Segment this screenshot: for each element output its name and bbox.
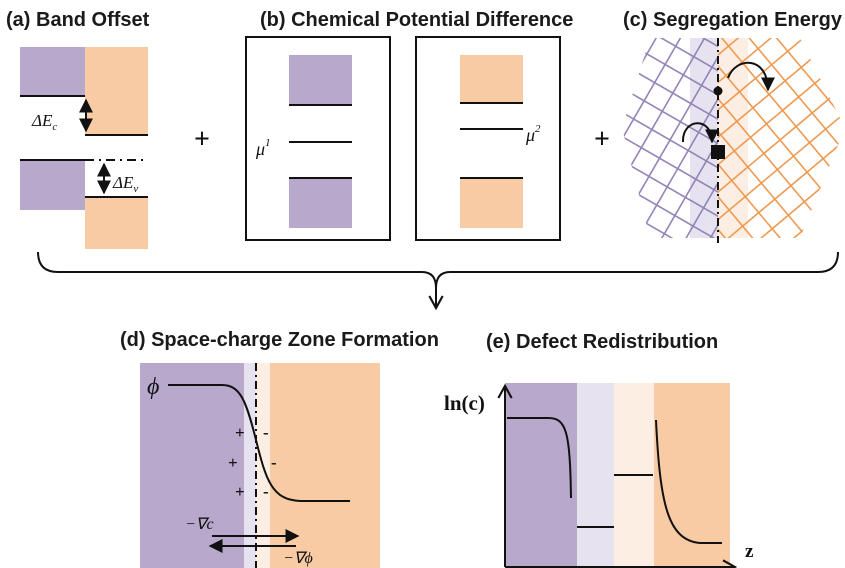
lattice-line	[622, 38, 718, 182]
plus-operator-2: +	[594, 124, 610, 155]
negative-charge-1: -	[263, 423, 269, 442]
lattice-line	[622, 38, 718, 238]
lattice-line	[622, 38, 676, 238]
lattice-line	[622, 62, 718, 238]
lattice-line	[718, 38, 845, 238]
lattice-line	[718, 38, 845, 238]
conduction-band-right	[85, 47, 148, 135]
lattice-line	[557, 0, 845, 35]
phase1-region-e	[505, 383, 577, 568]
lattice-line	[622, 38, 718, 238]
lattice-line	[718, 38, 845, 238]
lattice-line	[622, 38, 718, 238]
phase2-upper-band	[460, 55, 523, 103]
segregation-arrow-right	[727, 61, 775, 92]
lattice-line	[775, 27, 845, 547]
lattice-line	[622, 38, 718, 238]
concentration-phase2	[655, 419, 722, 544]
lattice-line	[622, 38, 718, 164]
lattice-line	[718, 38, 845, 238]
grad-phi-label: −∇ϕ	[283, 550, 313, 567]
lattice-line	[320, 0, 620, 284]
delta-ev-label: ΔEv	[112, 173, 138, 195]
phase1-region	[140, 363, 244, 568]
panel-b-title: (b) Chemical Potential Difference	[260, 9, 574, 31]
defect-dot	[713, 86, 723, 96]
valence-band-left	[20, 160, 85, 210]
lattice-line	[718, 38, 845, 238]
combining-brace	[37, 251, 839, 289]
panel-a: ΔEc ΔEv	[20, 47, 148, 249]
delta-ec-label: ΔEc	[31, 111, 57, 133]
negative-charge-2: -	[271, 453, 277, 472]
lattice-line	[302, 0, 602, 274]
space-charge-left	[244, 363, 256, 568]
phase1-lower-band	[289, 178, 352, 228]
lattice-line	[622, 116, 718, 238]
panel-e-title: (e) Defect Redistribution	[486, 331, 719, 353]
phase1-upper-band	[289, 55, 352, 105]
defect-square	[711, 145, 725, 159]
negative-charge-3: -	[263, 482, 269, 501]
y-axis-label: ln(c)	[444, 391, 485, 415]
conduction-band-left	[20, 47, 85, 96]
lattice-line	[738, 6, 845, 526]
x-axis-label: z	[745, 541, 754, 562]
panel-d: ϕ + + + - - - −∇c −∇ϕ	[140, 363, 380, 568]
lattice-line	[622, 38, 718, 238]
gb-zone-left-e	[577, 383, 614, 568]
panel-a-title: (a) Band Offset	[6, 9, 150, 31]
lattice-line	[747, 38, 845, 236]
lattice-line	[763, 38, 845, 222]
lattice-line	[718, 38, 845, 238]
lattice-line	[622, 38, 718, 238]
lattice-line	[718, 38, 845, 238]
mu1-label: μ1	[255, 137, 271, 159]
positive-charge-2: +	[228, 453, 238, 472]
lattice-line	[738, 171, 845, 238]
lattice-line	[718, 38, 845, 238]
lattice-line	[718, 38, 845, 238]
lattice-line	[718, 38, 845, 238]
phase2-region	[270, 363, 380, 568]
lattice-line	[795, 38, 845, 195]
lattice-line	[622, 38, 718, 238]
phase2-region-e	[654, 383, 730, 568]
lattice-line	[718, 38, 845, 238]
lattice-line	[731, 38, 845, 238]
positive-charge-3: +	[235, 482, 245, 501]
phase1-box	[245, 36, 391, 241]
panel-b: μ1 μ2	[245, 36, 561, 241]
lattice-line	[622, 38, 718, 238]
phi-label: ϕ	[147, 374, 159, 400]
phase2-lower-band	[460, 178, 523, 228]
grad-c-label: −∇c	[185, 516, 214, 533]
positive-charge-1: +	[235, 423, 245, 442]
lattice-phase1	[302, 0, 845, 547]
concentration-phase1	[507, 417, 572, 499]
panel-e: ln(c) z	[444, 383, 754, 568]
lattice-line	[718, 38, 845, 238]
lattice-line	[622, 38, 718, 238]
plus-operator-1: +	[194, 124, 210, 155]
lattice-line	[622, 38, 718, 128]
panel-d-title: (d) Space-charge Zone Formation	[120, 329, 439, 351]
mu2-label: μ2	[525, 123, 541, 145]
lattice-line	[622, 38, 718, 109]
phase2-box	[415, 36, 561, 241]
panel-c-title: (c) Segregation Energy	[623, 9, 842, 31]
lattice-line	[718, 38, 835, 125]
segregation-arrow-left	[681, 122, 719, 144]
potential-curve	[168, 384, 350, 502]
valence-band-right	[85, 197, 148, 249]
lattice-line	[622, 38, 658, 238]
